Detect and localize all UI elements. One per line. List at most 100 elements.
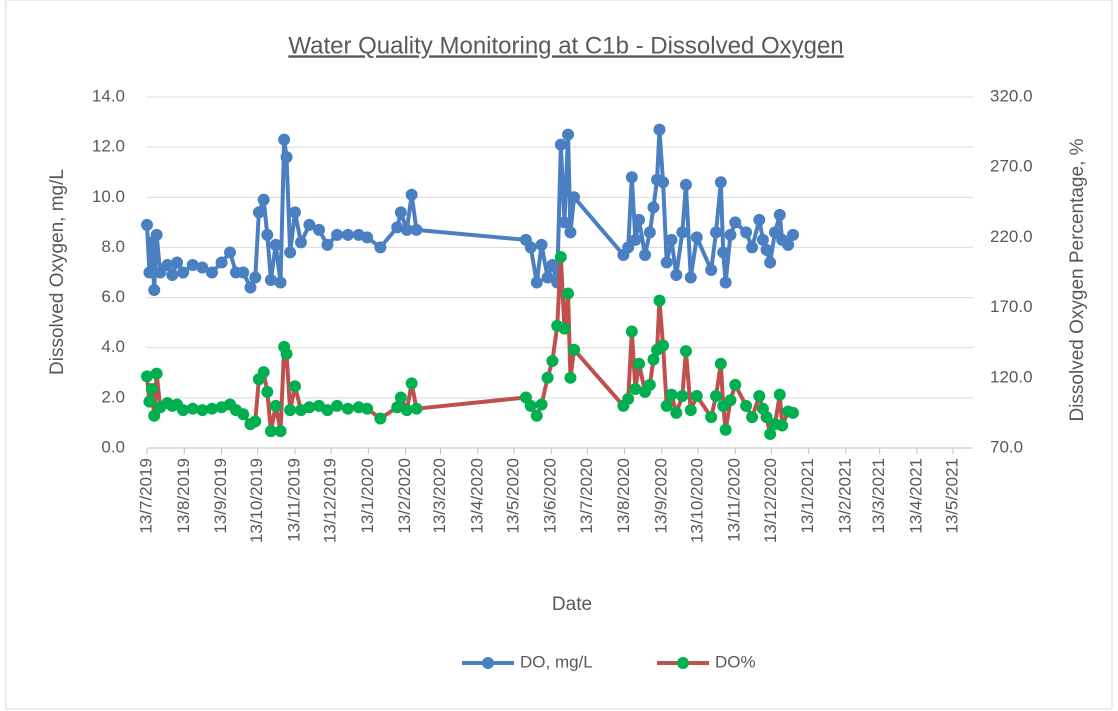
x-tick-label: 13/12/2019 bbox=[321, 458, 340, 543]
series-marker bbox=[787, 406, 800, 419]
y-tick-label: 2.0 bbox=[101, 387, 125, 406]
series-marker bbox=[653, 294, 666, 307]
series-marker bbox=[625, 171, 638, 184]
series-marker bbox=[729, 216, 742, 229]
legend-marker bbox=[482, 657, 494, 669]
series-marker bbox=[331, 399, 344, 412]
series-marker bbox=[714, 357, 727, 370]
series-marker bbox=[633, 357, 646, 370]
series-marker bbox=[768, 226, 781, 239]
series-marker bbox=[676, 226, 689, 239]
x-tick-label: 13/1/2020 bbox=[358, 458, 377, 534]
series-marker bbox=[244, 281, 257, 294]
y-tick-label: 4.0 bbox=[101, 337, 125, 356]
series-marker bbox=[568, 343, 581, 356]
series-marker bbox=[773, 208, 786, 221]
x-tick-label: 13/12/2020 bbox=[761, 458, 780, 543]
series-marker bbox=[249, 415, 262, 428]
x-tick-label: 13/3/2020 bbox=[430, 458, 449, 534]
y-tick-label: 12.0 bbox=[92, 137, 125, 156]
series-marker bbox=[705, 263, 718, 276]
series-marker bbox=[148, 284, 161, 297]
series-marker bbox=[391, 221, 404, 234]
series-marker bbox=[705, 411, 718, 424]
series-marker bbox=[622, 241, 635, 254]
series-marker bbox=[670, 269, 683, 282]
series-marker bbox=[264, 425, 277, 438]
series-marker bbox=[261, 385, 274, 398]
series-marker bbox=[562, 287, 575, 300]
series-marker bbox=[554, 138, 567, 151]
x-tick-label: 13/10/2019 bbox=[247, 458, 266, 543]
series-marker bbox=[629, 383, 642, 396]
series-marker bbox=[660, 399, 673, 412]
series-marker bbox=[643, 378, 656, 391]
series-marker bbox=[410, 402, 423, 415]
series-marker bbox=[341, 402, 354, 415]
series-marker bbox=[524, 241, 537, 254]
series-marker bbox=[724, 394, 737, 407]
series-marker bbox=[148, 409, 161, 422]
series-marker bbox=[653, 123, 666, 136]
x-tick-label: 13/7/2019 bbox=[136, 458, 155, 534]
series-marker bbox=[400, 223, 413, 236]
y2-tick-label: 170.0 bbox=[990, 297, 1033, 316]
series-marker bbox=[341, 228, 354, 241]
series-marker bbox=[684, 404, 697, 417]
series-marker bbox=[670, 406, 683, 419]
series-marker bbox=[196, 261, 209, 274]
series-marker bbox=[215, 256, 228, 269]
series-marker bbox=[657, 339, 670, 352]
y-tick-label: 10.0 bbox=[92, 187, 125, 206]
series-marker bbox=[177, 266, 190, 279]
x-tick-label: 13/7/2020 bbox=[577, 458, 596, 534]
x-tick-label: 13/3/2021 bbox=[869, 458, 888, 534]
series-marker bbox=[764, 256, 777, 269]
series-marker bbox=[288, 380, 301, 393]
series-marker bbox=[361, 231, 374, 244]
series-marker bbox=[284, 404, 297, 417]
series-marker bbox=[690, 390, 703, 403]
y2-tick-label: 120.0 bbox=[990, 367, 1033, 386]
series-marker bbox=[679, 345, 692, 358]
series-marker bbox=[564, 371, 577, 384]
series-marker bbox=[150, 367, 163, 380]
series-marker bbox=[269, 238, 282, 251]
series-marker bbox=[280, 151, 293, 164]
x-tick-label: 13/8/2019 bbox=[174, 458, 193, 534]
series-marker bbox=[237, 408, 250, 421]
series-marker bbox=[154, 266, 167, 279]
chart-title: Water Quality Monitoring at C1b - Dissol… bbox=[288, 32, 843, 59]
series-marker bbox=[665, 388, 678, 401]
series-marker bbox=[665, 233, 678, 246]
series-marker bbox=[710, 390, 723, 403]
series-marker bbox=[374, 241, 387, 254]
y-tick-label: 14.0 bbox=[92, 86, 125, 105]
series-marker bbox=[657, 176, 670, 189]
series-marker bbox=[274, 276, 287, 289]
x-tick-label: 13/8/2020 bbox=[614, 458, 633, 534]
x-tick-label: 13/11/2019 bbox=[284, 458, 303, 542]
series-marker bbox=[530, 276, 543, 289]
series-marker bbox=[724, 228, 737, 241]
series-marker bbox=[562, 128, 575, 141]
series-marker bbox=[760, 411, 773, 424]
series-marker bbox=[257, 366, 270, 379]
x-tick-label: 13/5/2021 bbox=[942, 458, 961, 534]
series-marker bbox=[530, 409, 543, 422]
series-marker bbox=[410, 223, 423, 236]
series-marker bbox=[252, 206, 265, 219]
series-marker bbox=[541, 371, 554, 384]
series-marker bbox=[647, 353, 660, 366]
series-marker bbox=[753, 390, 766, 403]
series-marker bbox=[394, 391, 407, 404]
series-marker bbox=[186, 402, 199, 415]
series-marker bbox=[541, 271, 554, 284]
series-marker bbox=[361, 402, 374, 415]
chart-border bbox=[5, 0, 1113, 710]
series-marker bbox=[303, 218, 316, 231]
series-marker bbox=[717, 246, 730, 259]
x-tick-label: 13/9/2019 bbox=[211, 458, 230, 534]
series-marker bbox=[729, 378, 742, 391]
